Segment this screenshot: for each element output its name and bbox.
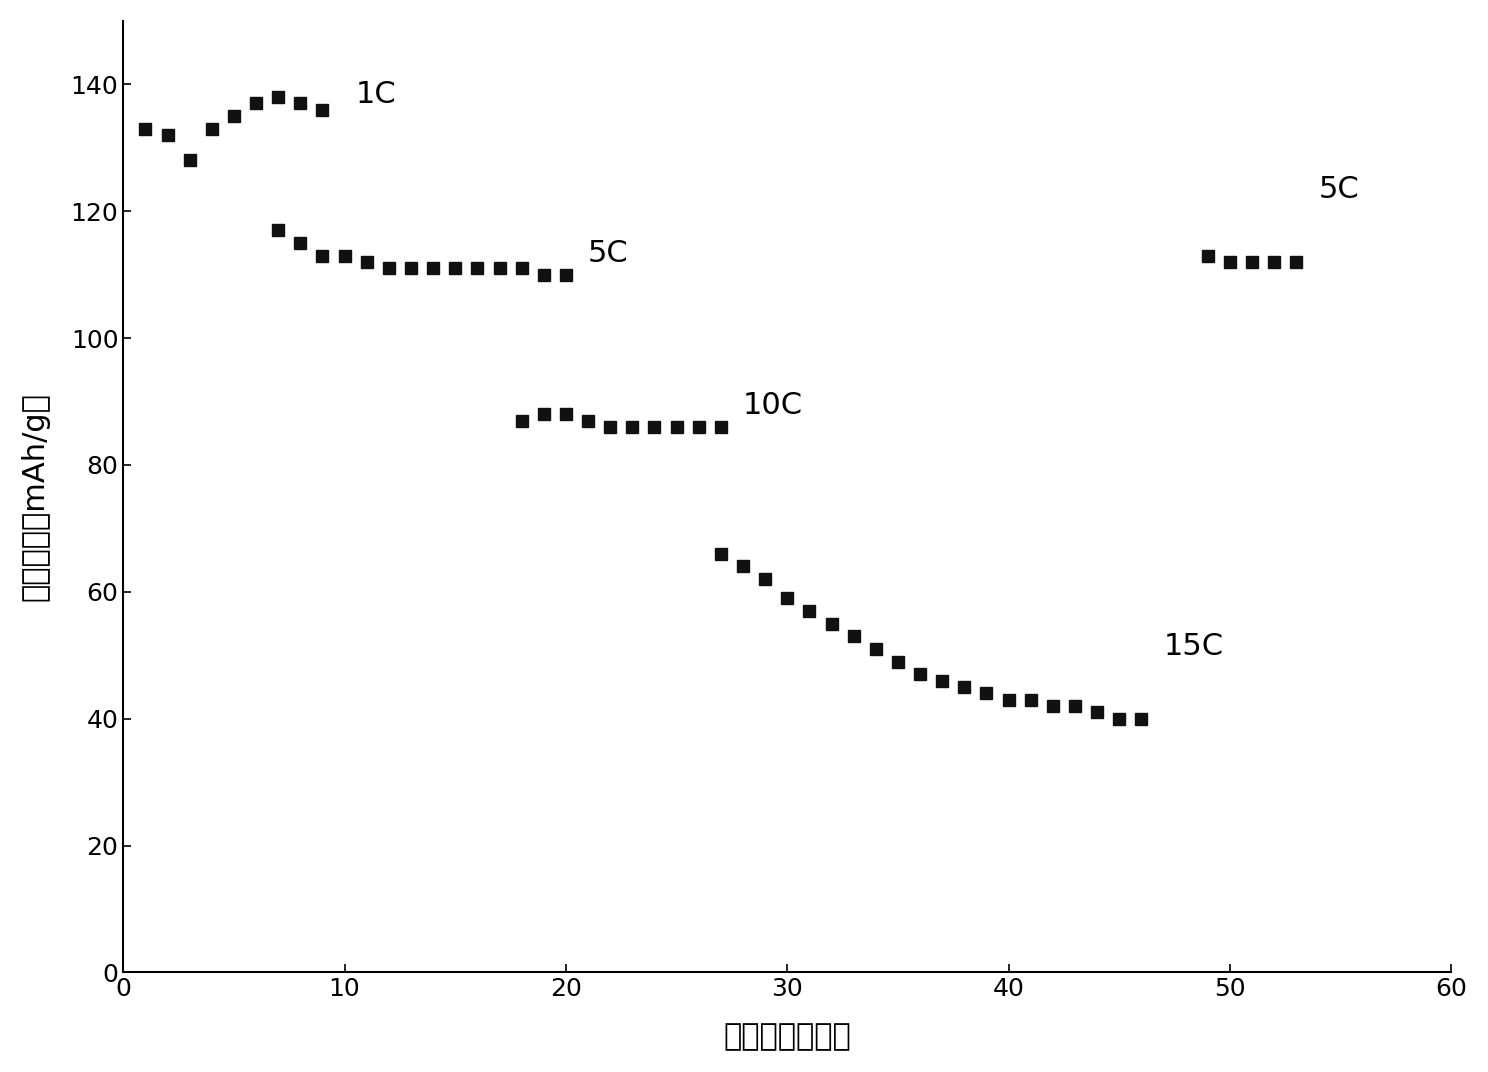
Text: 15C: 15C [1164, 632, 1223, 661]
Text: 10C: 10C [743, 391, 804, 420]
Text: 1C: 1C [356, 80, 396, 109]
X-axis label: 循环次数（次）: 循环次数（次） [723, 1023, 851, 1052]
Text: 5C: 5C [588, 239, 629, 268]
Text: 5C: 5C [1318, 176, 1359, 205]
Y-axis label: 放电容量（mAh/g）: 放电容量（mAh/g） [21, 392, 49, 601]
